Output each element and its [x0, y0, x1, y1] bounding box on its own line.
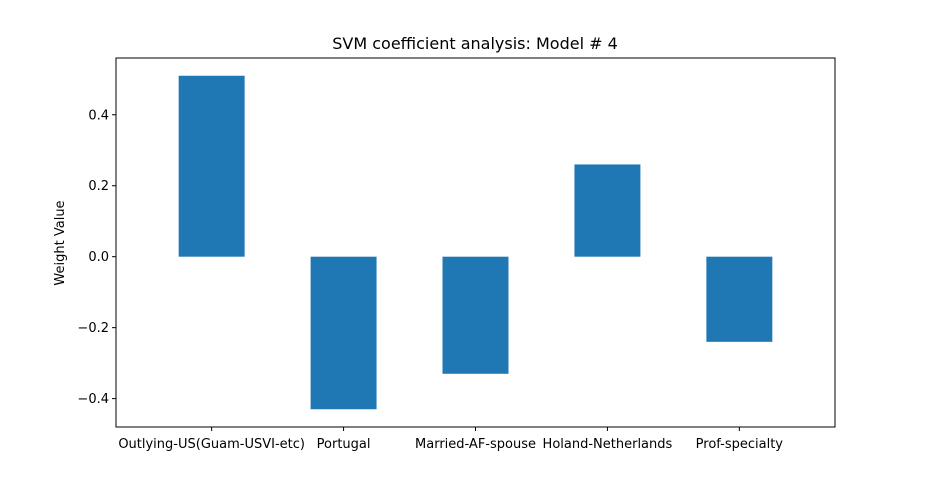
bars-group	[178, 75, 773, 410]
chart-title: SVM coefficient analysis: Model # 4	[332, 34, 618, 53]
bar-1	[310, 256, 377, 410]
x-tick-label: Married-AF-spouse	[415, 437, 536, 452]
x-axis-ticks: Outlying-US(Guam-USVI-etc) Portugal Marrie…	[118, 427, 783, 452]
y-axis-label: Weight Value	[53, 200, 68, 285]
bar-4	[706, 256, 773, 342]
y-axis-ticks: −0.4 −0.2 0.0 0.2 0.4	[77, 108, 116, 407]
plot-frame	[115, 57, 836, 428]
y-tick-label: −0.2	[77, 321, 109, 336]
x-tick-label: Holand-Netherlands	[543, 437, 673, 452]
x-tick-label: Prof-specialty	[696, 437, 784, 452]
y-tick-label: 0.4	[88, 108, 109, 123]
x-tick-label: Outlying-US(Guam-USVI-etc)	[118, 437, 305, 452]
y-tick-label: 0.2	[88, 179, 109, 194]
y-tick-label: 0.0	[88, 250, 109, 265]
y-tick-label: −0.4	[77, 392, 109, 407]
bar-2	[442, 256, 509, 374]
bar-0	[178, 75, 245, 257]
x-tick-label: Portugal	[317, 437, 371, 452]
bar-3	[574, 164, 641, 257]
